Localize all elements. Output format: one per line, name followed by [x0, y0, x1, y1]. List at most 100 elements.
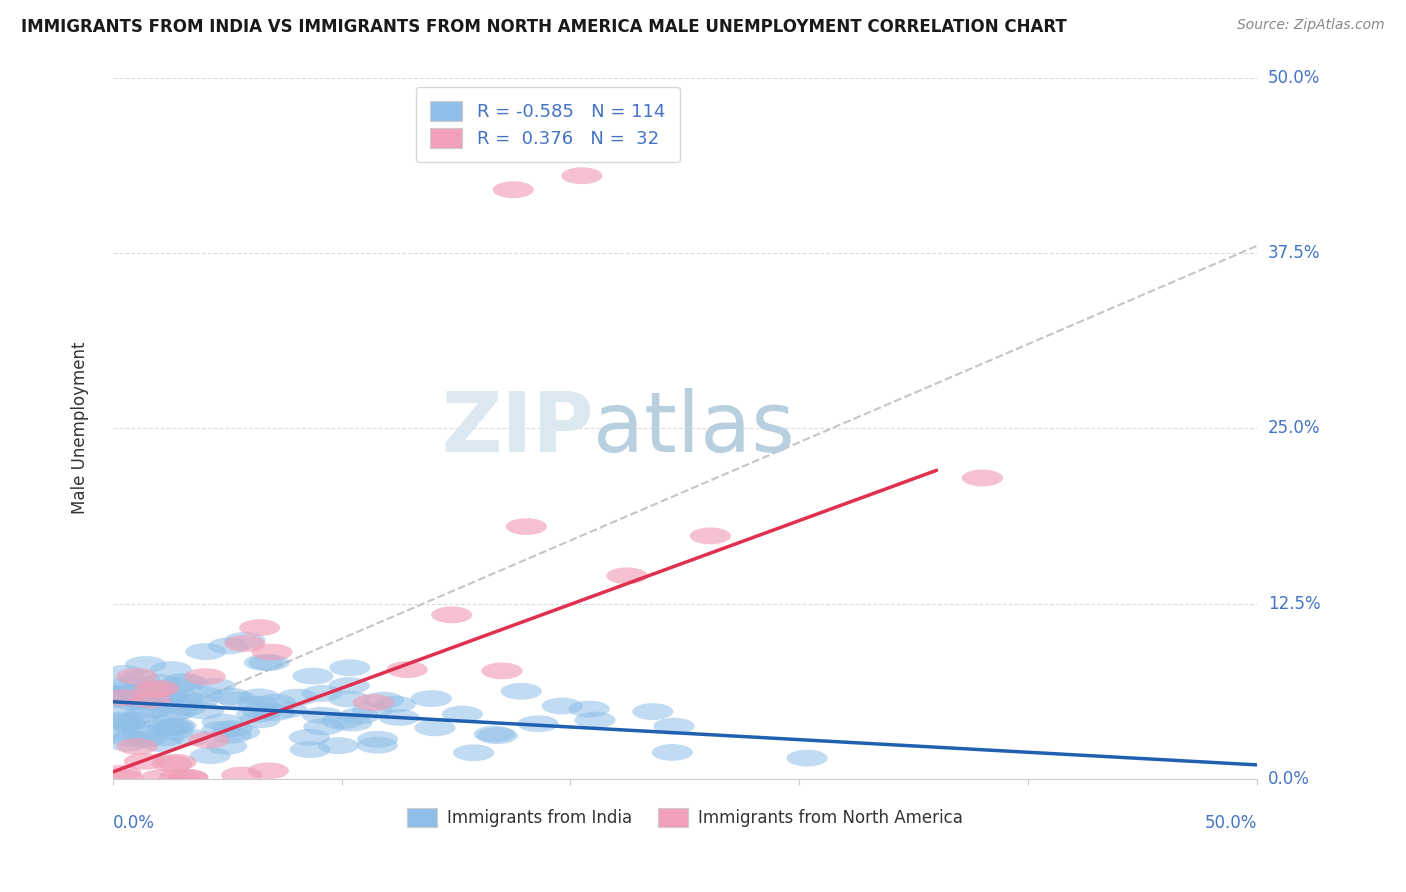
Text: Source: ZipAtlas.com: Source: ZipAtlas.com [1237, 18, 1385, 32]
Ellipse shape [239, 712, 281, 728]
Ellipse shape [129, 691, 172, 708]
Ellipse shape [156, 703, 198, 720]
Ellipse shape [211, 727, 252, 744]
Ellipse shape [103, 665, 145, 681]
Ellipse shape [150, 706, 191, 722]
Ellipse shape [167, 769, 208, 786]
Ellipse shape [492, 181, 534, 198]
Ellipse shape [98, 691, 139, 708]
Ellipse shape [474, 726, 515, 742]
Ellipse shape [432, 607, 472, 624]
Ellipse shape [304, 718, 344, 735]
Ellipse shape [654, 718, 695, 734]
Ellipse shape [318, 738, 359, 754]
Ellipse shape [201, 714, 243, 731]
Ellipse shape [134, 691, 176, 708]
Ellipse shape [152, 719, 193, 736]
Ellipse shape [128, 694, 169, 711]
Ellipse shape [153, 718, 194, 735]
Ellipse shape [111, 676, 152, 693]
Legend: Immigrants from India, Immigrants from North America: Immigrants from India, Immigrants from N… [401, 802, 969, 834]
Ellipse shape [332, 714, 373, 731]
Ellipse shape [277, 689, 318, 706]
Ellipse shape [239, 619, 280, 636]
Ellipse shape [163, 690, 204, 706]
Ellipse shape [145, 690, 186, 706]
Ellipse shape [575, 712, 616, 729]
Ellipse shape [141, 769, 183, 786]
Text: 37.5%: 37.5% [1268, 244, 1320, 262]
Ellipse shape [194, 678, 236, 695]
Ellipse shape [138, 680, 180, 697]
Ellipse shape [357, 737, 398, 754]
Ellipse shape [211, 720, 253, 737]
Ellipse shape [411, 690, 451, 707]
Ellipse shape [172, 729, 212, 746]
Ellipse shape [167, 674, 208, 691]
Ellipse shape [252, 644, 292, 661]
Ellipse shape [690, 527, 731, 544]
Ellipse shape [150, 661, 191, 678]
Ellipse shape [155, 717, 197, 734]
Ellipse shape [101, 712, 143, 729]
Ellipse shape [117, 668, 157, 685]
Ellipse shape [127, 690, 169, 707]
Ellipse shape [121, 691, 162, 708]
Ellipse shape [156, 754, 197, 771]
Ellipse shape [209, 688, 252, 705]
Ellipse shape [108, 730, 150, 747]
Ellipse shape [606, 567, 648, 584]
Ellipse shape [218, 691, 259, 708]
Ellipse shape [104, 687, 146, 704]
Text: IMMIGRANTS FROM INDIA VS IMMIGRANTS FROM NORTH AMERICA MALE UNEMPLOYMENT CORRELA: IMMIGRANTS FROM INDIA VS IMMIGRANTS FROM… [21, 18, 1067, 36]
Ellipse shape [167, 769, 208, 786]
Ellipse shape [247, 763, 290, 780]
Ellipse shape [387, 661, 427, 678]
Ellipse shape [357, 731, 398, 747]
Ellipse shape [155, 677, 197, 694]
Ellipse shape [506, 518, 547, 535]
Ellipse shape [103, 769, 143, 786]
Ellipse shape [219, 723, 260, 740]
Ellipse shape [112, 694, 153, 711]
Ellipse shape [517, 715, 558, 732]
Ellipse shape [107, 735, 148, 752]
Ellipse shape [120, 692, 160, 709]
Ellipse shape [166, 699, 207, 716]
Ellipse shape [104, 690, 145, 706]
Text: ZIP: ZIP [441, 388, 593, 468]
Ellipse shape [100, 687, 141, 704]
Ellipse shape [236, 706, 277, 723]
Text: atlas: atlas [593, 388, 796, 468]
Ellipse shape [224, 632, 266, 648]
Ellipse shape [453, 744, 494, 761]
Ellipse shape [322, 713, 363, 730]
Ellipse shape [184, 668, 226, 685]
Ellipse shape [238, 696, 280, 713]
Ellipse shape [97, 699, 138, 716]
Ellipse shape [652, 744, 693, 761]
Ellipse shape [568, 700, 610, 717]
Ellipse shape [96, 686, 136, 703]
Ellipse shape [339, 707, 380, 724]
Ellipse shape [112, 684, 153, 701]
Ellipse shape [117, 738, 157, 755]
Ellipse shape [138, 674, 180, 691]
Ellipse shape [181, 686, 222, 703]
Ellipse shape [290, 741, 330, 758]
Ellipse shape [143, 730, 184, 747]
Ellipse shape [786, 749, 828, 766]
Ellipse shape [266, 701, 308, 718]
Ellipse shape [207, 738, 247, 755]
Ellipse shape [288, 729, 330, 746]
Ellipse shape [329, 690, 370, 707]
Ellipse shape [186, 643, 226, 660]
Ellipse shape [101, 765, 142, 781]
Ellipse shape [112, 720, 155, 736]
Ellipse shape [117, 712, 157, 729]
Ellipse shape [378, 709, 419, 726]
Ellipse shape [477, 727, 517, 744]
Ellipse shape [633, 703, 673, 720]
Ellipse shape [104, 714, 146, 731]
Ellipse shape [97, 681, 139, 698]
